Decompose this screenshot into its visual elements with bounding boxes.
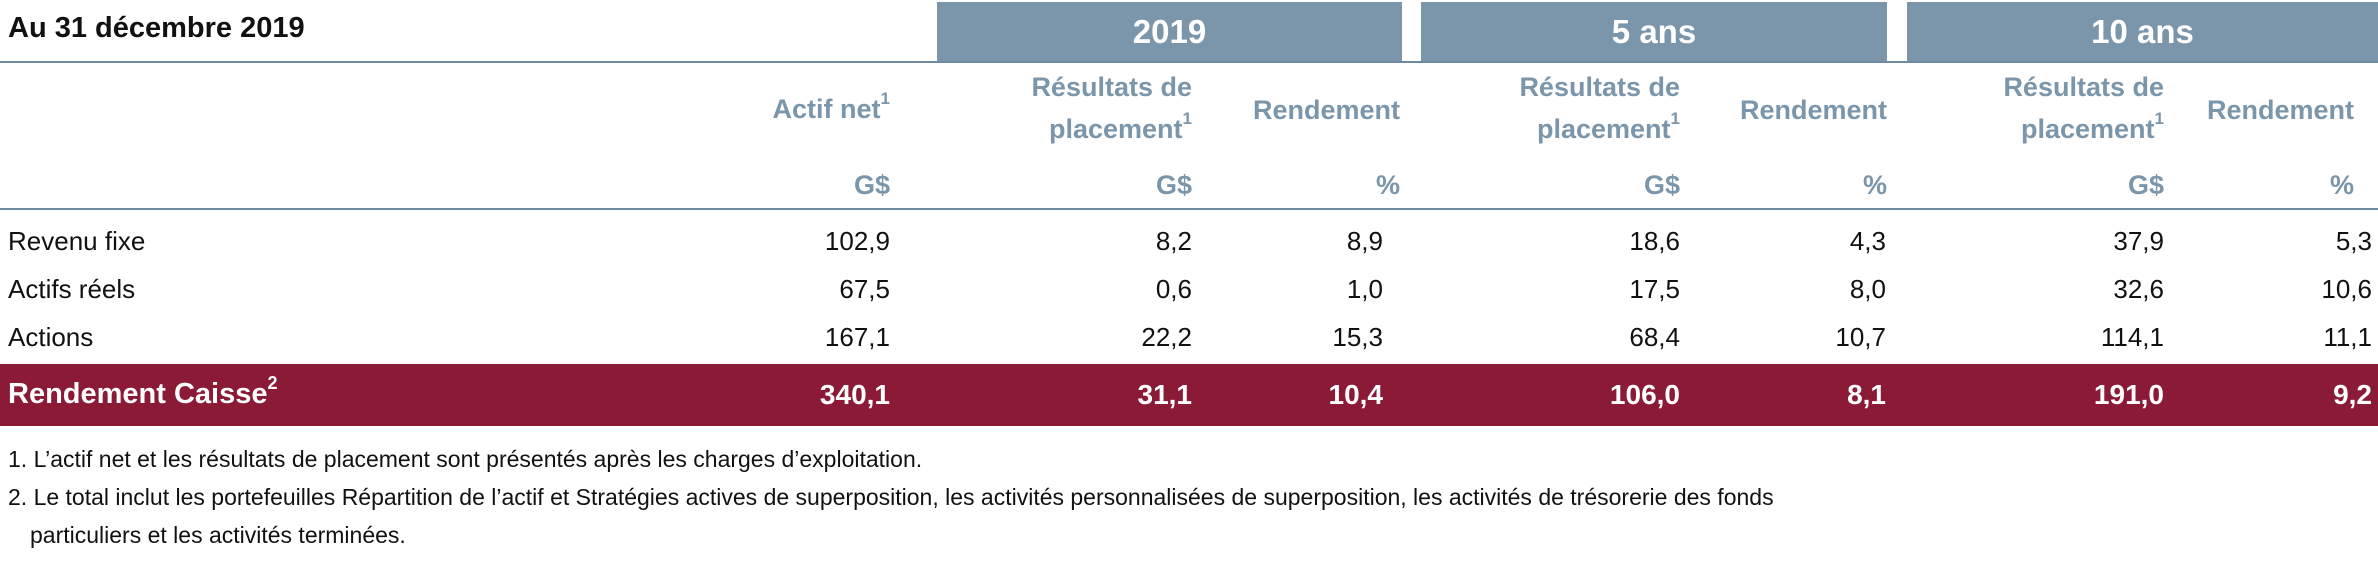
footnote-2-continued: particuliers et les activités terminées. xyxy=(30,522,406,548)
cell-net-assets: 67,5 xyxy=(839,274,890,304)
col-header-return-2019: Rendement xyxy=(1252,95,1400,125)
total-return-5y: 8,1 xyxy=(1847,379,1886,410)
footnote-1: 1. L’actif net et les résultats de place… xyxy=(8,446,923,472)
col-header-results-2019: Résultats de placement1 xyxy=(1031,72,1192,144)
table-row: Revenu fixe 102,9 8,2 8,9 18,6 4,3 37,9 … xyxy=(0,222,2378,262)
cell-return-10y: 10,6 xyxy=(2321,274,2372,304)
col-header-net-assets: Actif net1 xyxy=(772,89,890,124)
cell-return-10y: 5,3 xyxy=(2335,226,2372,256)
cell-results-10y: 37,9 xyxy=(2113,226,2164,256)
cell-results-5y: 68,4 xyxy=(1629,322,1680,352)
unit-results-10y: G$ xyxy=(2127,170,2164,200)
row-label: Revenu fixe xyxy=(8,226,146,256)
period-header-5-years: 5 ans xyxy=(1421,2,1887,62)
cell-results-5y: 17,5 xyxy=(1629,274,1680,304)
cell-net-assets: 167,1 xyxy=(824,322,890,352)
unit-net-assets: G$ xyxy=(853,170,890,200)
col-header-return-10y: Rendement xyxy=(2206,95,2354,125)
col-header-results-5y: Résultats de placement1 xyxy=(1519,72,1680,144)
total-results-5y: 106,0 xyxy=(1609,379,1680,410)
cell-return-5y: 8,0 xyxy=(1849,274,1886,304)
total-net-assets: 340,1 xyxy=(819,379,890,410)
cell-return-5y: 4,3 xyxy=(1849,226,1886,256)
cell-results-10y: 114,1 xyxy=(2100,322,2164,352)
unit-return-5y: % xyxy=(1862,170,1887,200)
period-header-2019: 2019 xyxy=(937,2,1402,62)
total-label: Rendement Caisse2 xyxy=(8,373,278,410)
total-row: Rendement Caisse2 340,1 31,1 10,4 106,0 … xyxy=(0,364,2378,426)
unit-results-5y: G$ xyxy=(1643,170,1680,200)
cell-return-2019: 8,9 xyxy=(1346,226,1383,256)
total-results-2019: 31,1 xyxy=(1137,379,1193,410)
unit-return-2019: % xyxy=(1375,170,1400,200)
cell-return-5y: 10,7 xyxy=(1835,322,1886,352)
cell-results-10y: 32,6 xyxy=(2113,274,2164,304)
cell-return-10y: 11,1 xyxy=(2323,322,2372,352)
footnote-2: 2. Le total inclut les portefeuilles Rép… xyxy=(8,484,1774,510)
total-results-10y: 191,0 xyxy=(2093,379,2164,410)
cell-return-2019: 15,3 xyxy=(1332,322,1383,352)
unit-return-10y: % xyxy=(2329,170,2354,200)
cell-return-2019: 1,0 xyxy=(1346,274,1383,304)
row-label: Actifs réels xyxy=(8,274,136,304)
cell-results-2019: 22,2 xyxy=(1141,322,1192,352)
header-rule-bottom xyxy=(0,208,2378,210)
cell-results-2019: 0,6 xyxy=(1155,274,1192,304)
period-header-10-years: 10 ans xyxy=(1907,2,2378,62)
cell-net-assets: 102,9 xyxy=(824,226,890,256)
header-rule-top xyxy=(0,61,2378,63)
col-header-return-5y: Rendement xyxy=(1739,95,1887,125)
row-label: Actions xyxy=(8,322,94,352)
cell-results-2019: 8,2 xyxy=(1155,226,1192,256)
cell-results-5y: 18,6 xyxy=(1629,226,1680,256)
total-return-10y: 9,2 xyxy=(2333,379,2372,410)
table-row: Actions 167,1 22,2 15,3 68,4 10,7 114,1 … xyxy=(0,318,2378,358)
table-row: Actifs réels 67,5 0,6 1,0 17,5 8,0 32,6 … xyxy=(0,270,2378,310)
unit-results-2019: G$ xyxy=(1155,170,1192,200)
total-return-2019: 10,4 xyxy=(1328,379,1384,410)
col-header-results-10y: Résultats de placement1 xyxy=(2003,72,2164,144)
table-title: Au 31 décembre 2019 xyxy=(8,12,305,44)
